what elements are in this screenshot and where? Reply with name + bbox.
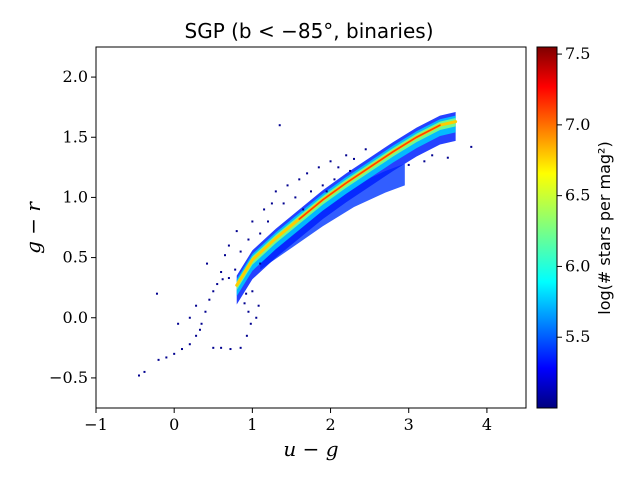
y-tick-label: 1.0 bbox=[63, 187, 88, 206]
data-point bbox=[173, 352, 176, 355]
data-point bbox=[239, 346, 242, 349]
data-point bbox=[251, 290, 254, 293]
data-point bbox=[364, 148, 367, 151]
data-point bbox=[329, 160, 332, 163]
data-point bbox=[208, 298, 211, 301]
data-point bbox=[302, 208, 305, 211]
data-point bbox=[235, 230, 238, 233]
data-point bbox=[345, 154, 348, 157]
colorbar-tick-label: 6.0 bbox=[565, 256, 590, 275]
x-tick-label: 3 bbox=[404, 415, 414, 434]
data-point bbox=[286, 184, 289, 187]
y-tick-label: 1.5 bbox=[63, 127, 88, 146]
data-point bbox=[195, 304, 198, 307]
density-band-outer bbox=[236, 111, 456, 305]
data-point bbox=[198, 328, 201, 331]
y-axis-label: g − r bbox=[21, 201, 45, 254]
data-point bbox=[224, 254, 226, 257]
data-point bbox=[177, 322, 180, 325]
colorbar-gradient bbox=[536, 46, 558, 409]
data-point bbox=[310, 190, 312, 193]
y-tick-label: 2.0 bbox=[63, 67, 88, 86]
data-point bbox=[446, 156, 449, 159]
data-point bbox=[247, 310, 250, 313]
data-point bbox=[247, 238, 250, 241]
data-point bbox=[234, 268, 237, 271]
y-tick-label: 0.5 bbox=[63, 248, 88, 267]
data-point bbox=[407, 163, 410, 166]
secondary-sequence-band bbox=[260, 163, 405, 270]
data-point bbox=[155, 292, 158, 295]
x-axis-label: u − g bbox=[283, 437, 338, 461]
data-point bbox=[243, 302, 246, 305]
data-point bbox=[165, 356, 168, 359]
data-point bbox=[216, 283, 219, 286]
data-point bbox=[470, 145, 473, 148]
data-point bbox=[267, 220, 269, 223]
data-point bbox=[206, 262, 209, 265]
colorbar-tick-label: 6.5 bbox=[565, 186, 590, 205]
data-point bbox=[245, 334, 248, 337]
data-point bbox=[337, 166, 340, 169]
data-point bbox=[263, 208, 266, 211]
data-point bbox=[221, 278, 224, 281]
x-tick-label: 4 bbox=[482, 415, 492, 434]
data-point bbox=[259, 232, 262, 235]
data-point bbox=[257, 304, 260, 307]
data-point bbox=[298, 178, 301, 181]
density-band-mid bbox=[236, 115, 456, 297]
data-point bbox=[188, 316, 191, 319]
data-point bbox=[220, 346, 223, 349]
data-point bbox=[274, 190, 277, 193]
data-point bbox=[227, 244, 230, 247]
data-point bbox=[212, 346, 215, 349]
data-point bbox=[278, 124, 281, 127]
data-point bbox=[249, 322, 252, 325]
colorbar-label: log(# stars per mag²) bbox=[595, 141, 614, 314]
data-point bbox=[294, 196, 297, 199]
data-point bbox=[195, 334, 198, 337]
data-point bbox=[181, 348, 183, 351]
y-tick-label: −0.5 bbox=[49, 368, 88, 387]
x-tick-label: 2 bbox=[325, 415, 335, 434]
data-point bbox=[321, 184, 324, 187]
chart-title: SGP (b < −85°, binaries) bbox=[185, 19, 434, 43]
data-point bbox=[333, 178, 336, 181]
colorbar-tick-label: 7.0 bbox=[565, 115, 590, 134]
data-point bbox=[317, 166, 320, 169]
data-point bbox=[325, 190, 328, 193]
colorbar: 5.5 6.0 6.5 7.0 7.5 log(# stars per mag²) bbox=[536, 44, 614, 409]
data-point bbox=[423, 160, 426, 163]
x-tick-label: 1 bbox=[247, 415, 257, 434]
data-point bbox=[245, 292, 248, 295]
data-point bbox=[200, 322, 203, 325]
x-tick-label: −1 bbox=[84, 415, 108, 434]
data-point bbox=[220, 271, 223, 274]
data-point bbox=[255, 316, 258, 319]
data-point bbox=[353, 157, 355, 160]
data-point bbox=[227, 277, 230, 280]
y-tick-label: 0.0 bbox=[63, 308, 88, 327]
density-peak-line bbox=[298, 124, 441, 220]
data-point bbox=[229, 348, 232, 351]
data-point bbox=[204, 310, 207, 313]
data-point bbox=[251, 220, 254, 223]
data-point bbox=[188, 343, 191, 346]
x-tick-label: 0 bbox=[169, 415, 179, 434]
data-point bbox=[157, 358, 160, 361]
data-point bbox=[212, 290, 215, 293]
data-point bbox=[349, 169, 352, 172]
data-point bbox=[138, 374, 140, 377]
plot-area: −1 0 1 2 3 4 −0.5 0.0 0.5 1.0 1.5 2.0 bbox=[49, 46, 527, 434]
data-point bbox=[259, 262, 262, 265]
colorbar-tick-label: 7.5 bbox=[565, 44, 590, 63]
data-point bbox=[306, 172, 309, 175]
data-point bbox=[270, 202, 273, 205]
colorbar-tick-label: 5.5 bbox=[565, 327, 590, 346]
data-point bbox=[239, 250, 242, 253]
data-point bbox=[282, 202, 285, 205]
data-point bbox=[143, 370, 146, 373]
data-point bbox=[431, 154, 434, 157]
